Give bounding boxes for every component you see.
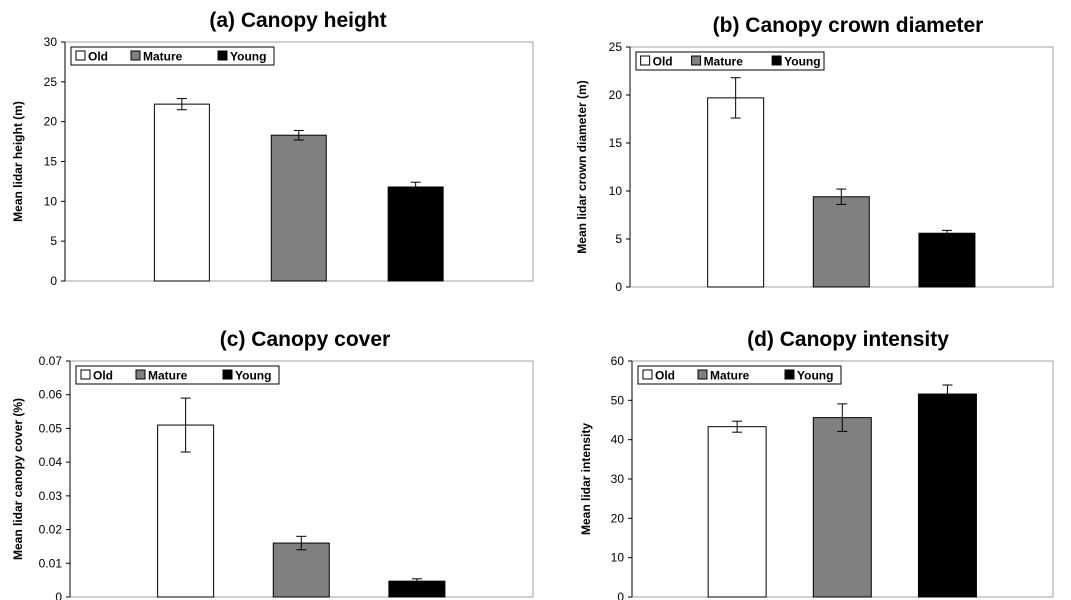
y-tick-label: 0 xyxy=(55,590,62,600)
legend-swatch-young xyxy=(222,369,233,380)
bar-mature xyxy=(812,196,870,288)
legend: Old Mature Young xyxy=(637,365,842,385)
y-tick-label: 25 xyxy=(44,75,58,89)
chart-title: (a) Canopy height xyxy=(209,9,386,32)
y-tick-label: 0.05 xyxy=(39,421,63,435)
chart-title: (c) Canopy cover xyxy=(220,328,390,351)
y-tick-label: 50 xyxy=(611,393,625,407)
legend: Old Mature Young xyxy=(70,46,275,66)
legend-label-mature: Mature xyxy=(148,369,188,383)
y-tick-label: 40 xyxy=(611,433,625,447)
legend-label-young: Young xyxy=(230,50,266,64)
y-tick-label: 60 xyxy=(611,354,625,368)
chart-title: (b) Canopy crown diameter xyxy=(713,14,984,37)
chart-title: (d) Canopy intensity xyxy=(747,328,949,351)
y-tick-label: 5 xyxy=(50,234,57,248)
y-tick-label: 0 xyxy=(617,590,624,600)
legend-swatch-young xyxy=(771,55,782,66)
legend-label-mature: Mature xyxy=(143,50,183,64)
legend-swatch-old xyxy=(642,369,653,380)
bar-old xyxy=(707,97,765,288)
y-tick-label: 20 xyxy=(44,115,58,129)
y-axis-label: Mean lidar crown diameter (m) xyxy=(575,80,589,253)
y-tick-label: 0.04 xyxy=(39,455,63,469)
y-tick-label: 30 xyxy=(44,35,58,49)
legend-swatch-young xyxy=(217,50,228,61)
bar-old xyxy=(157,424,215,598)
y-tick-label: 30 xyxy=(611,472,625,486)
legend-label-old: Old xyxy=(653,55,673,69)
bar-mature xyxy=(272,542,330,598)
bar-old xyxy=(707,426,767,598)
legend-label-mature: Mature xyxy=(704,55,744,69)
y-tick-label: 0.03 xyxy=(39,489,63,503)
bar-mature xyxy=(812,417,872,598)
legend-label-young: Young xyxy=(784,55,820,69)
y-tick-label: 0.07 xyxy=(39,354,63,368)
legend-swatch-young xyxy=(784,369,795,380)
y-axis-label: Mean lidar canopy cover (%) xyxy=(11,398,25,560)
chart-panel-a: 0 5 10 15 20 25 30 (a) Canopy height Mean lidar … xyxy=(11,9,534,288)
legend: Old Mature Young xyxy=(75,365,280,385)
legend-swatch-old xyxy=(75,50,86,61)
y-tick-label: 5 xyxy=(615,232,622,246)
legend-swatch-old xyxy=(640,55,651,66)
y-tick-label: 20 xyxy=(609,88,623,102)
legend-label-young: Young xyxy=(797,369,833,383)
y-tick-label: 0.02 xyxy=(39,523,63,537)
legend-swatch-old xyxy=(80,369,91,380)
chart-panel-c: 0 0.01 0.02 0.03 0.04 0.05 0.06 0.07 (c) Canopy … xyxy=(11,328,534,600)
y-tick-label: 0.01 xyxy=(39,556,63,570)
y-tick-label: 20 xyxy=(611,511,625,525)
y-tick-label: 15 xyxy=(609,136,623,150)
y-tick-label: 0.06 xyxy=(39,388,63,402)
y-tick-label: 25 xyxy=(609,40,623,54)
y-axis-label: Mean lidar height (m) xyxy=(11,101,25,222)
bar-young xyxy=(387,186,444,282)
y-tick-label: 10 xyxy=(44,194,58,208)
chart-panel-b: 0 5 10 15 20 25 (b) Canopy crown diameter Mean … xyxy=(575,14,1054,294)
legend: Old Mature Young xyxy=(635,51,825,71)
legend-label-young: Young xyxy=(235,369,271,383)
y-tick-label: 0 xyxy=(50,274,57,288)
bar-young xyxy=(917,393,977,598)
legend-swatch-mature xyxy=(130,50,141,61)
y-tick-label: 10 xyxy=(611,551,625,565)
y-tick-label: 10 xyxy=(609,184,623,198)
legend-label-old: Old xyxy=(88,50,108,64)
bar-young xyxy=(918,232,976,288)
chart-panel-d: 0 10 20 30 40 50 60 (d) Canopy intensity Mean li… xyxy=(579,328,1054,600)
y-tick-label: 15 xyxy=(44,155,58,169)
y-tick-label: 0 xyxy=(615,280,622,294)
legend-label-mature: Mature xyxy=(710,369,750,383)
bar-mature xyxy=(270,134,327,282)
y-axis-label: Mean lidar intensity xyxy=(579,423,593,535)
legend-swatch-mature xyxy=(135,369,146,380)
legend-label-old: Old xyxy=(93,369,113,383)
legend-label-old: Old xyxy=(655,369,675,383)
legend-swatch-mature xyxy=(691,55,702,66)
legend-swatch-mature xyxy=(697,369,708,380)
bar-old xyxy=(153,103,210,282)
